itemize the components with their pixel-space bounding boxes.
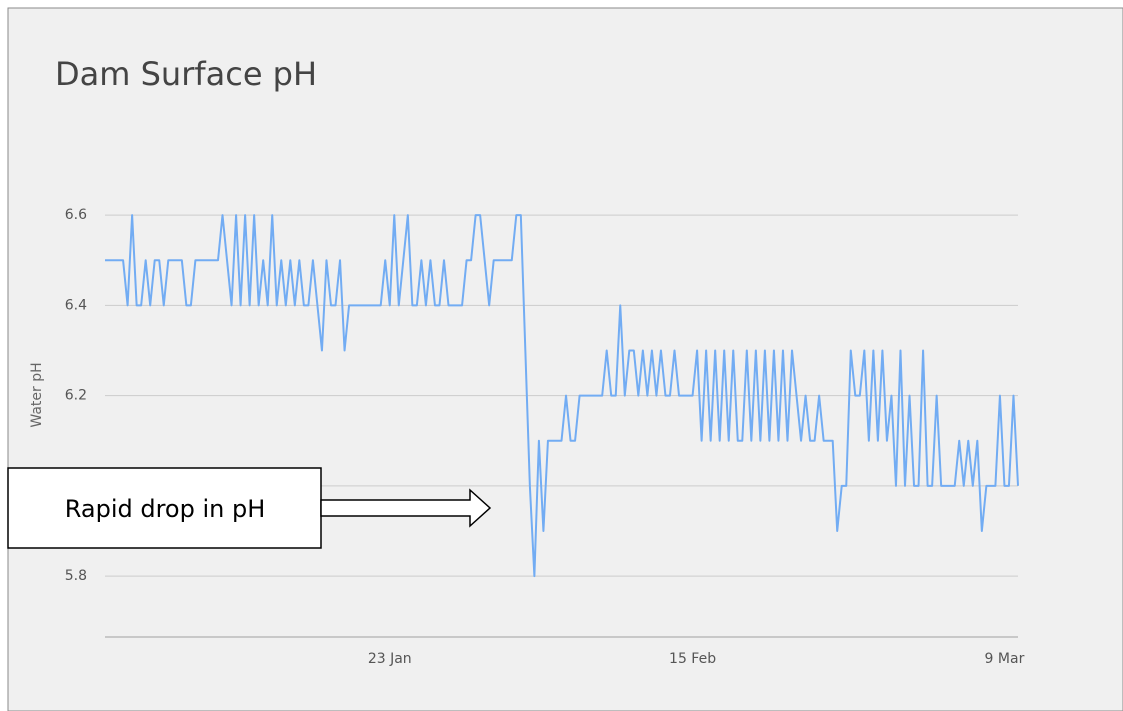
annotation: Rapid drop in pH bbox=[7, 467, 492, 549]
y-tick-label: 6.4 bbox=[65, 297, 87, 313]
x-tick-label: 9 Mar bbox=[985, 651, 1025, 667]
y-tick-label: 6.2 bbox=[65, 388, 87, 404]
y-axis-label: Water pH bbox=[29, 362, 45, 427]
annotation-box bbox=[7, 467, 322, 549]
data-line bbox=[105, 214, 1019, 578]
x-tick-label: 15 Feb bbox=[669, 651, 716, 667]
y-tick-label: 5.8 bbox=[65, 568, 87, 584]
annotation-text: Rapid drop in pH bbox=[65, 495, 266, 523]
panel bbox=[7, 7, 1123, 711]
annotation-arrow bbox=[320, 488, 492, 528]
y-tick-label: 6.6 bbox=[65, 207, 87, 223]
x-tick-label: 23 Jan bbox=[368, 651, 412, 667]
chart-title: Dam Surface pH bbox=[55, 55, 317, 93]
